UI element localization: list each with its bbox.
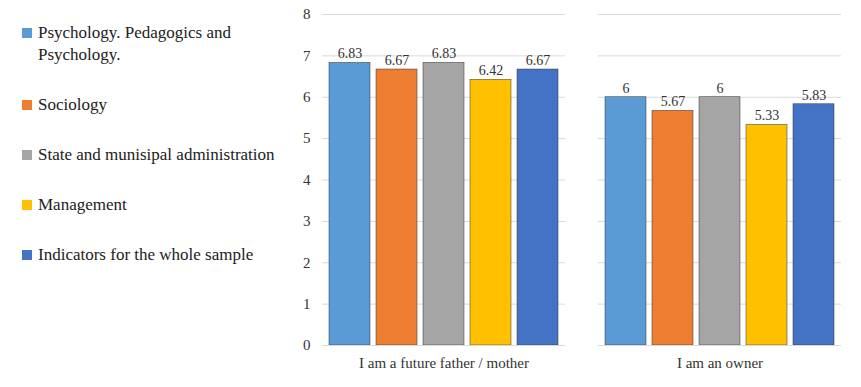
svg-text:I am an owner: I am an owner <box>677 355 763 371</box>
html-text:Indicators for the whole sampl: Indicators for the whole sample <box>38 245 254 264</box>
svg-text:5.67: 5.67 <box>661 94 686 109</box>
svg-text:6: 6 <box>717 81 724 96</box>
svg-text:6.42: 6.42 <box>479 63 504 78</box>
svg-text:5.83: 5.83 <box>802 88 827 103</box>
html-text:Management: Management <box>38 195 127 214</box>
svg-text:5: 5 <box>303 130 311 146</box>
svg-text:4: 4 <box>303 172 311 188</box>
svg-text:6.67: 6.67 <box>526 53 551 68</box>
svg-text:6.67: 6.67 <box>385 53 410 68</box>
html-text:Psychology. Pedagogics and Psy: Psychology. Pedagogics and Psychology. <box>38 23 231 64</box>
html-text:Sociology: Sociology <box>38 95 107 114</box>
svg-text:1: 1 <box>303 296 311 312</box>
svg-text:3: 3 <box>303 213 311 229</box>
svg-text:6.83: 6.83 <box>432 46 457 61</box>
svg-text:6: 6 <box>303 89 311 105</box>
svg-text:7: 7 <box>303 48 311 64</box>
svg-text:2: 2 <box>303 255 311 271</box>
svg-text:0: 0 <box>303 337 311 353</box>
svg-text:5.33: 5.33 <box>755 108 780 123</box>
svg-text:6: 6 <box>623 81 630 96</box>
svg-text:6.83: 6.83 <box>338 46 363 61</box>
svg-text:8: 8 <box>303 6 311 22</box>
svg-text:I am a future father / mother: I am a future father / mother <box>359 355 529 371</box>
html-text:State and munisipal administra: State and munisipal administration <box>38 145 275 164</box>
